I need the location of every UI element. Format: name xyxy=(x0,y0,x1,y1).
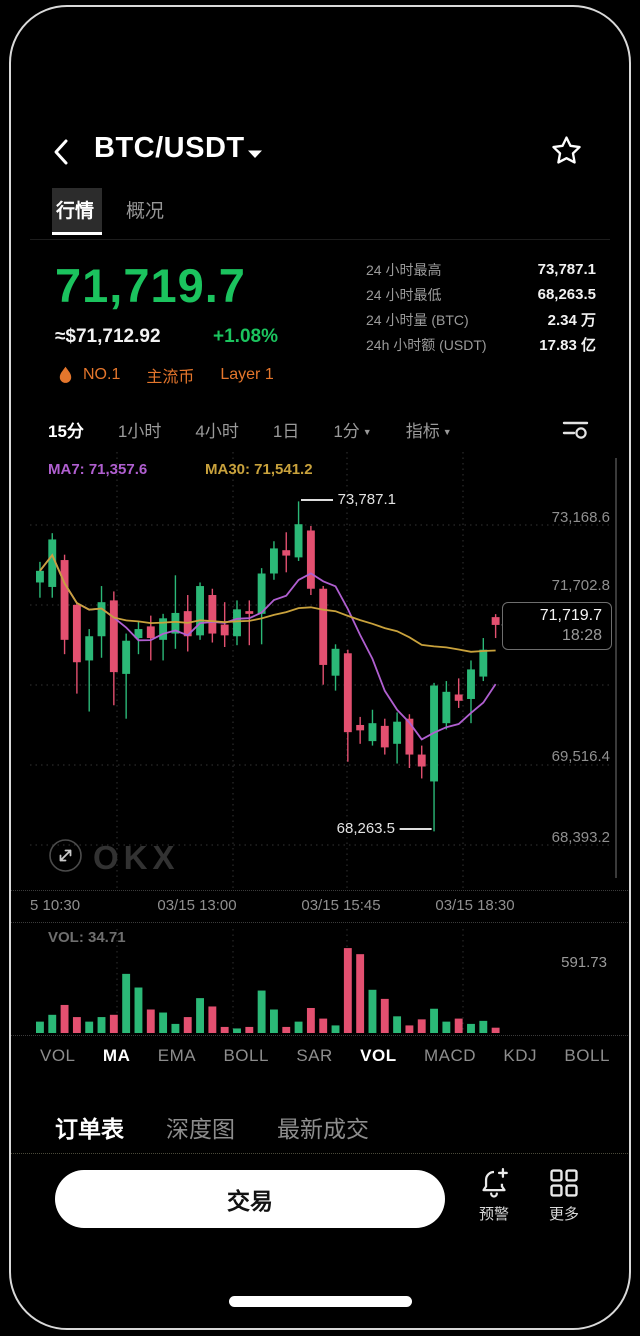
volume-legend: VOL: 34.71 xyxy=(48,929,126,946)
tab-market-label: 行情 xyxy=(56,201,95,222)
low-annotation-value: 68,263.5 xyxy=(336,820,396,838)
xaxis-bottom-separator xyxy=(10,922,630,923)
home-indicator[interactable] xyxy=(229,1296,412,1307)
timeframe-1日[interactable]: 1日 xyxy=(272,422,300,441)
x-axis-label-0: 5 10:30 xyxy=(30,897,81,914)
stat-value: 17.83 亿 xyxy=(539,337,596,354)
stat-value: 73,787.1 xyxy=(537,261,596,278)
indicator-tab-ema-2[interactable]: EMA xyxy=(157,1046,197,1065)
stat-label: 24 小时最低 xyxy=(366,286,442,303)
indicator-tab-kdj-7[interactable]: KDJ xyxy=(503,1046,538,1065)
volume-axis-max: 591.73 xyxy=(561,954,607,971)
indicator-tab-boll-8[interactable]: BOLL xyxy=(564,1046,610,1065)
24h-stats: 24 小时最高 73,787.1 24 小时最低 68,263.5 24 小时量 (BT… xyxy=(366,257,596,357)
high-annotation-value: 73,787.1 xyxy=(337,491,396,509)
indicator-tabs: VOL MA EMA BOLL SAR VOL MACD KDJ BOLL xyxy=(40,1046,610,1066)
alert-action[interactable]: 预警 xyxy=(464,1166,524,1224)
low-annotation-line xyxy=(400,827,433,830)
tab-overview-label: 概况 xyxy=(126,201,165,222)
high-annotation-line xyxy=(300,498,333,501)
stat-value: 2.34 万 xyxy=(547,312,596,329)
scroll-indicator xyxy=(615,458,617,878)
volume-chart[interactable] xyxy=(30,925,612,1037)
bottom-tab-2[interactable]: 最新成交 xyxy=(277,1116,369,1142)
alert-label: 预警 xyxy=(478,1206,509,1223)
last-price-tag: 71,719.7 18:28 xyxy=(502,601,612,650)
tab-market[interactable]: 行情 xyxy=(56,196,94,223)
flame-icon xyxy=(58,366,73,385)
stat-row: 24h 小时额 (USDT) 17.83 亿 xyxy=(366,332,596,357)
last-price: 71,719.7 xyxy=(55,259,246,312)
pair-title[interactable]: BTC/USDT xyxy=(94,132,245,164)
volume-bottom-separator xyxy=(10,1035,630,1036)
expand-icon[interactable] xyxy=(48,838,83,878)
x-axis-label-2: 03/15 15:45 xyxy=(301,897,381,914)
indicator-tab-sar-4[interactable]: SAR xyxy=(296,1046,333,1065)
indicator-settings-icon[interactable] xyxy=(562,418,589,445)
indicator-tab-macd-6[interactable]: MACD xyxy=(423,1046,477,1065)
ma7-legend: MA7: 71,357.6 xyxy=(48,461,148,478)
tab-active-underline xyxy=(52,232,102,235)
ma30-legend: MA30: 71,541.2 xyxy=(205,461,313,478)
badge-2[interactable]: Layer 1 xyxy=(220,366,274,383)
okx-logo: OKX xyxy=(93,839,180,876)
timeframe-tabs: 15分 1小时 4小时 1日 1分 ▼ 指标 ▼ xyxy=(48,417,518,442)
timeframe-指标[interactable]: 指标 ▼ xyxy=(405,422,452,441)
caret-down-icon: ▼ xyxy=(442,427,452,437)
chart-watermark: OKX xyxy=(48,838,180,878)
stat-row: 24 小时量 (BTC) 2.34 万 xyxy=(366,307,596,332)
favorite-star-icon[interactable] xyxy=(550,134,583,172)
caret-down-icon: ▼ xyxy=(362,427,372,437)
indicator-tab-vol-5[interactable]: VOL xyxy=(360,1046,397,1065)
x-axis-label-1: 03/15 13:00 xyxy=(157,897,237,914)
stat-row: 24 小时最低 68,263.5 xyxy=(366,282,596,307)
stat-value: 68,263.5 xyxy=(537,286,596,303)
indicator-tab-vol-0[interactable]: VOL xyxy=(40,1046,76,1065)
high-annotation: 73,787.1 xyxy=(300,491,396,509)
trade-button[interactable]: 交易 xyxy=(55,1170,445,1228)
timeframe-1小时[interactable]: 1小时 xyxy=(117,422,162,441)
header-divider xyxy=(30,239,610,240)
tag-price: 71,719.7 xyxy=(539,606,602,624)
back-button[interactable] xyxy=(50,136,72,173)
more-action[interactable]: 更多 xyxy=(534,1166,594,1224)
timeframe-15分[interactable]: 15分 xyxy=(48,422,84,441)
tag-time: 18:28 xyxy=(561,626,602,644)
badge-0[interactable]: NO.1 xyxy=(83,366,121,383)
y-axis-label-2: 69,516.4 xyxy=(551,748,610,765)
y-axis-label-3: 68,393.2 xyxy=(551,829,610,846)
price-change-percent: +1.08% xyxy=(213,326,278,347)
more-label: 更多 xyxy=(548,1206,579,1223)
low-annotation: 68,263.5 xyxy=(336,820,433,838)
bottom-tabs-separator xyxy=(10,1153,630,1154)
timeframe-4小时[interactable]: 4小时 xyxy=(195,422,239,441)
badges-row: NO.1 主流币 Layer 1 xyxy=(58,363,274,387)
pair-dropdown-caret-icon[interactable] xyxy=(247,146,263,164)
stat-label: 24 小时最高 xyxy=(366,261,442,278)
bottom-tabs: 订单表 深度图 最新成交 xyxy=(55,1110,369,1144)
tab-highlight xyxy=(52,188,102,232)
indicator-tab-ma-1[interactable]: MA xyxy=(102,1046,131,1065)
bell-plus-icon xyxy=(482,1167,508,1198)
indicator-tab-boll-3[interactable]: BOLL xyxy=(223,1046,269,1065)
kline-chart[interactable] xyxy=(30,452,612,895)
stat-row: 24 小时最高 73,787.1 xyxy=(366,257,596,282)
y-axis-label-0: 73,168.6 xyxy=(551,509,610,526)
bottom-tab-1[interactable]: 深度图 xyxy=(166,1116,235,1142)
back-chevron-icon xyxy=(54,139,68,165)
chart-bottom-separator xyxy=(10,890,630,891)
x-axis-label-3: 03/15 18:30 xyxy=(435,897,515,914)
tab-overview[interactable]: 概况 xyxy=(126,196,164,223)
fiat-price: ≈$71,712.92 xyxy=(55,326,161,347)
stat-label: 24h 小时额 (USDT) xyxy=(366,336,487,353)
stat-label: 24 小时量 (BTC) xyxy=(366,311,469,328)
timeframe-1分[interactable]: 1分 ▼ xyxy=(333,422,372,441)
bottom-tab-0[interactable]: 订单表 xyxy=(55,1116,124,1142)
grid-icon xyxy=(550,1169,578,1197)
badge-1[interactable]: 主流币 xyxy=(146,369,195,386)
y-axis-label-1: 71,702.8 xyxy=(551,577,610,594)
